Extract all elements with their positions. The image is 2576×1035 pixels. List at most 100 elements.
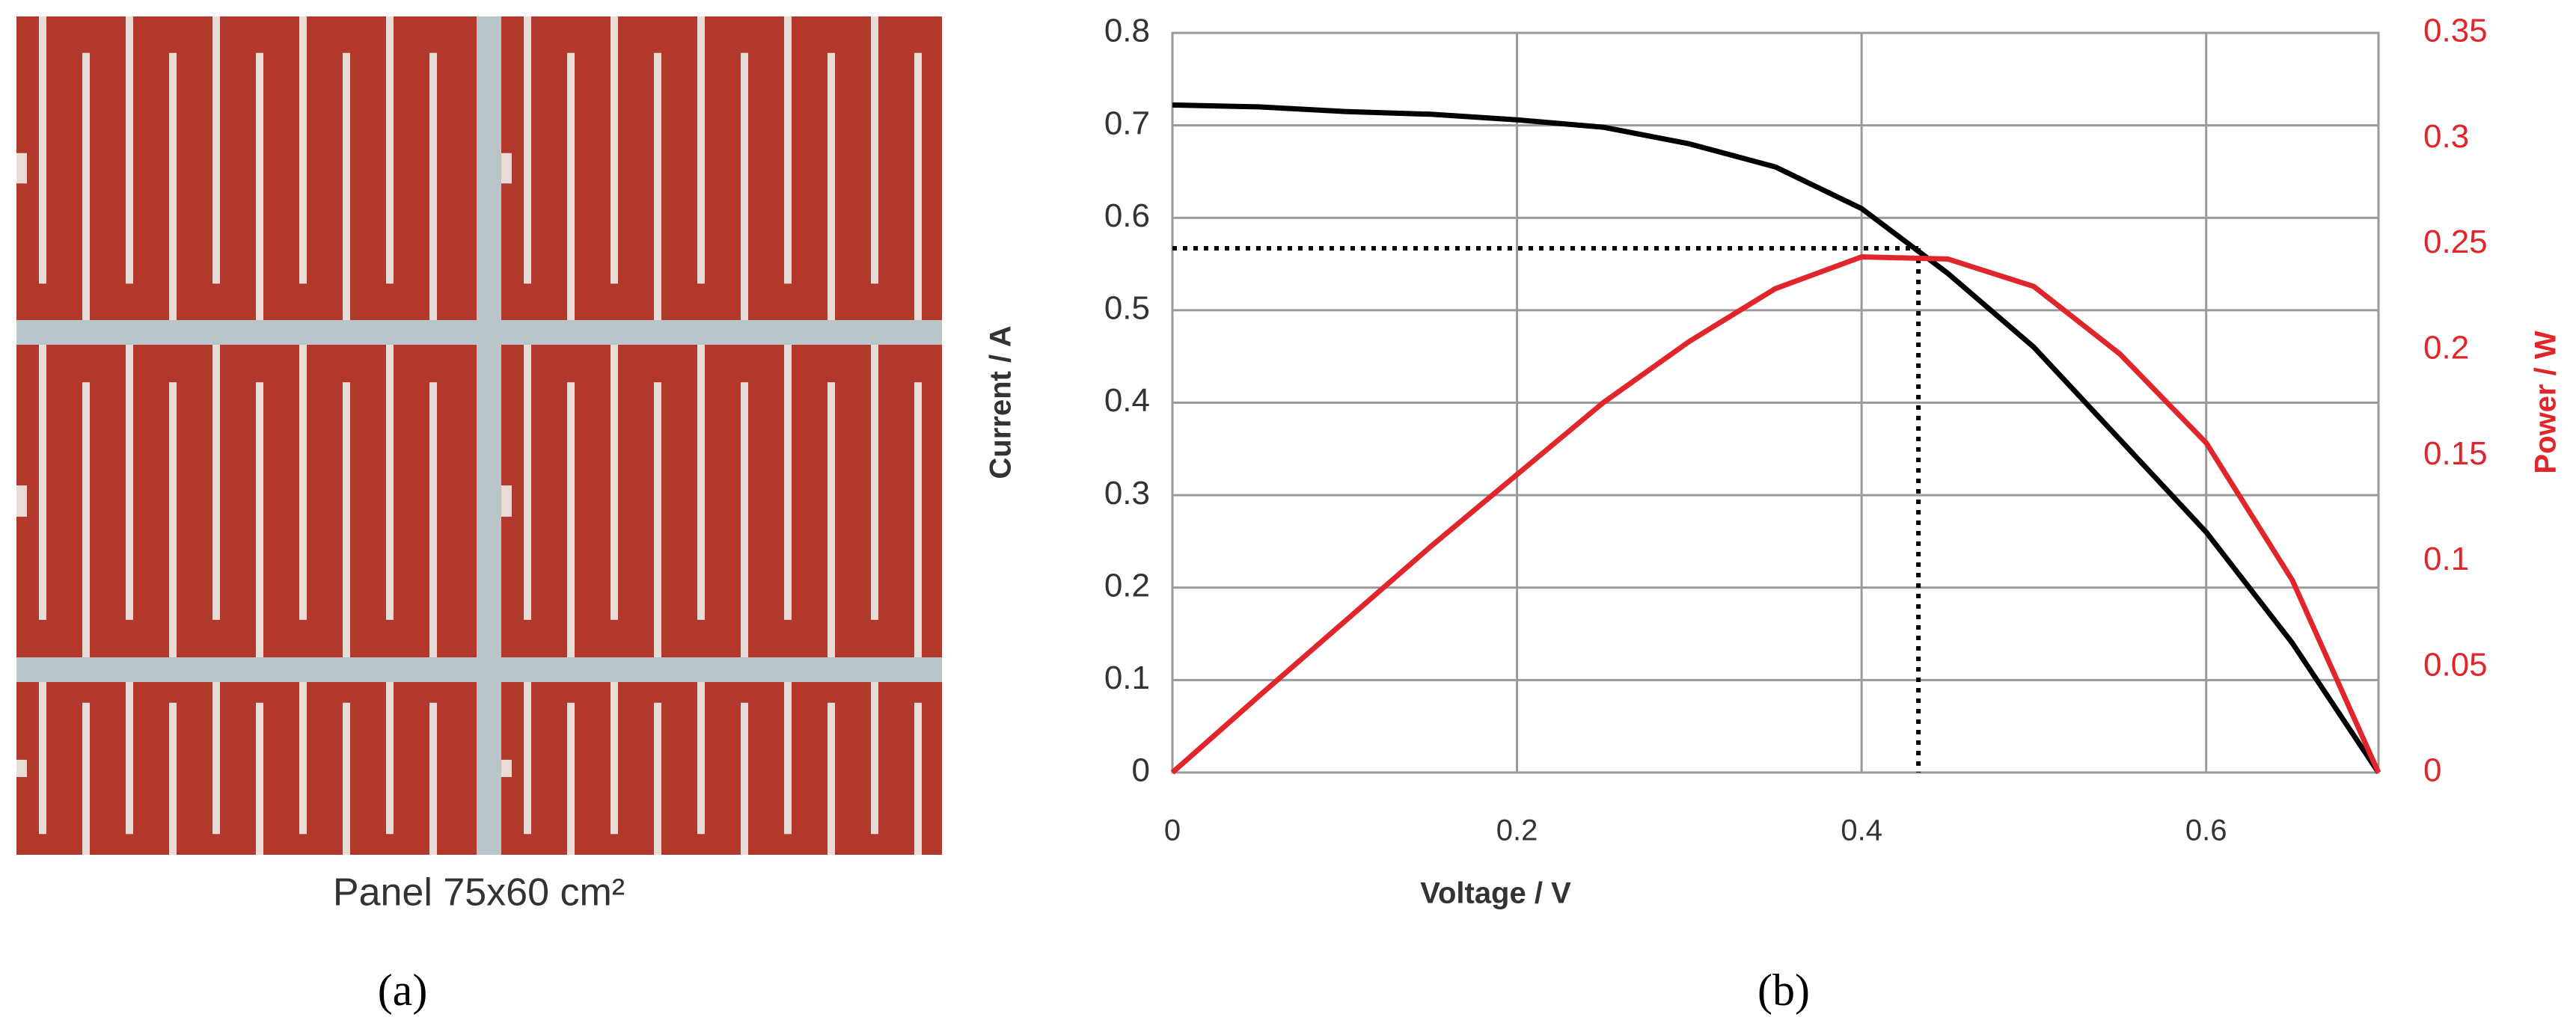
y-axis-title: Current / A <box>985 325 1018 479</box>
slit <box>611 345 618 620</box>
slit <box>126 16 133 284</box>
y-tick-label: 0.7 <box>1104 105 1150 141</box>
electrode <box>16 345 477 657</box>
electrode <box>501 682 942 855</box>
slit <box>871 682 878 835</box>
y-tick-label: 0 <box>1132 752 1150 789</box>
slit <box>429 702 437 855</box>
photo-caption: Panel 75x60 cm² <box>333 871 625 915</box>
slit <box>654 702 661 855</box>
slit <box>827 52 835 320</box>
slit <box>212 16 220 284</box>
y-tick-label: 0.6 <box>1104 197 1150 234</box>
y-tick-label: 0.5 <box>1104 290 1150 327</box>
slit <box>39 16 46 284</box>
x-tick-label: 0.4 <box>1841 814 1882 847</box>
slit <box>611 682 618 835</box>
slit <box>654 52 661 320</box>
slit <box>169 52 177 320</box>
slit <box>914 382 922 657</box>
slit <box>82 702 90 855</box>
slit <box>741 52 748 320</box>
panel-label: (a) <box>378 965 428 1015</box>
slit <box>39 682 46 835</box>
slit <box>82 382 90 657</box>
panel-label: (b) <box>1757 965 1810 1015</box>
slit <box>501 485 512 517</box>
slit <box>524 345 531 620</box>
series-line <box>1170 254 2381 775</box>
y-tick-label: 0.2 <box>1104 567 1150 604</box>
y-tick-label: 0.3 <box>1104 475 1150 512</box>
slit <box>697 16 705 284</box>
slit <box>299 16 307 284</box>
y-tick-label: 0.1 <box>1104 660 1150 696</box>
x-tick-label: 0.2 <box>1496 814 1538 847</box>
electrode <box>16 682 477 855</box>
y2-tick-label: 0.35 <box>2423 13 2488 49</box>
y2-tick-label: 0.05 <box>2423 646 2488 683</box>
slit <box>39 345 46 620</box>
panel-photo <box>16 16 942 855</box>
slit <box>914 52 922 320</box>
electrode <box>16 16 477 320</box>
electrode <box>501 345 942 657</box>
slit <box>871 345 878 620</box>
slit <box>386 345 394 620</box>
slit <box>567 52 575 320</box>
slit <box>126 682 133 835</box>
slit <box>429 382 437 657</box>
slit <box>169 702 177 855</box>
y2-tick-label: 0.1 <box>2423 541 2469 577</box>
slit <box>256 702 263 855</box>
slit <box>299 682 307 835</box>
slit <box>871 16 878 284</box>
slit <box>343 52 350 320</box>
slit <box>784 682 792 835</box>
x-axis-title: Voltage / V <box>1420 877 1571 910</box>
plot-frame <box>1171 31 2380 774</box>
slit <box>567 382 575 657</box>
slit <box>741 702 748 855</box>
x-tick-label: 0 <box>1164 814 1181 847</box>
series-line <box>1172 102 2381 774</box>
slit <box>386 16 394 284</box>
slit <box>16 759 27 778</box>
slit <box>429 52 437 320</box>
slit <box>827 382 835 657</box>
y2-tick-label: 0.2 <box>2423 329 2469 366</box>
x-tick-label: 0.6 <box>2185 814 2227 847</box>
slit <box>16 153 27 184</box>
y-tick-label: 0.4 <box>1104 382 1150 419</box>
slit <box>256 382 263 657</box>
slit <box>212 682 220 835</box>
slit <box>524 16 531 284</box>
slit <box>16 485 27 517</box>
slit <box>299 345 307 620</box>
slit <box>256 52 263 320</box>
slit <box>126 345 133 620</box>
y2-tick-label: 0.15 <box>2423 435 2488 472</box>
y2-axis-title: Power / W <box>2530 331 2563 473</box>
slit <box>524 682 531 835</box>
slit <box>343 382 350 657</box>
slit <box>212 345 220 620</box>
slit <box>784 16 792 284</box>
slit <box>914 702 922 855</box>
slit <box>697 682 705 835</box>
slit <box>169 382 177 657</box>
slit <box>501 153 512 184</box>
slit <box>82 52 90 320</box>
slit <box>697 345 705 620</box>
y2-tick-label: 0.25 <box>2423 224 2488 260</box>
slit <box>654 382 661 657</box>
slit <box>741 382 748 657</box>
slit <box>827 702 835 855</box>
slit <box>784 345 792 620</box>
slit <box>611 16 618 284</box>
y-tick-label: 0.8 <box>1104 13 1150 49</box>
slit <box>567 702 575 855</box>
y2-tick-label: 0 <box>2423 752 2441 789</box>
slit <box>386 682 394 835</box>
